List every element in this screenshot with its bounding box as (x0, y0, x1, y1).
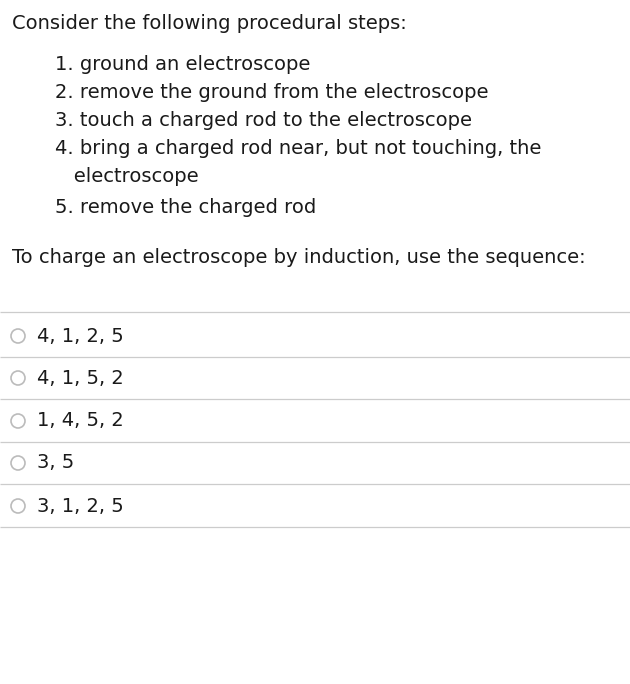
Text: 4. bring a charged rod near, but not touching, the: 4. bring a charged rod near, but not tou… (55, 139, 541, 158)
Text: 2. remove the ground from the electroscope: 2. remove the ground from the electrosco… (55, 83, 488, 102)
Text: 4, 1, 2, 5: 4, 1, 2, 5 (37, 326, 123, 345)
Text: 1. ground an electroscope: 1. ground an electroscope (55, 55, 311, 74)
Text: 1, 4, 5, 2: 1, 4, 5, 2 (37, 412, 123, 430)
Text: To charge an electroscope by induction, use the sequence:: To charge an electroscope by induction, … (12, 248, 586, 267)
Text: 4, 1, 5, 2: 4, 1, 5, 2 (37, 369, 123, 388)
Text: 5. remove the charged rod: 5. remove the charged rod (55, 198, 316, 217)
Text: Consider the following procedural steps:: Consider the following procedural steps: (12, 14, 407, 33)
Text: 3. touch a charged rod to the electroscope: 3. touch a charged rod to the electrosco… (55, 111, 472, 130)
Text: 3, 5: 3, 5 (37, 453, 74, 473)
Text: 3, 1, 2, 5: 3, 1, 2, 5 (37, 497, 123, 516)
Text: electroscope: electroscope (55, 167, 198, 186)
